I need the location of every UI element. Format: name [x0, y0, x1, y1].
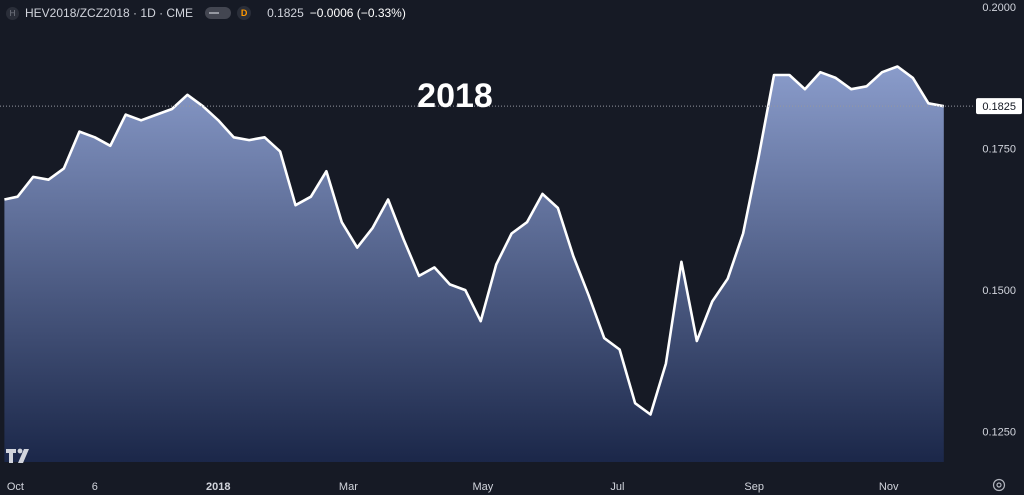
data-point: [526, 221, 528, 223]
x-tick-label: Oct: [7, 481, 24, 493]
x-tick-label: Sep: [744, 481, 764, 493]
data-point: [217, 119, 219, 121]
data-point: [788, 74, 790, 76]
data-point: [634, 402, 636, 404]
data-point: [773, 74, 775, 76]
data-point: [140, 119, 142, 121]
data-point: [619, 349, 621, 351]
data-point: [881, 71, 883, 73]
x-tick-label: Nov: [879, 481, 899, 493]
x-axis: Oct 6 2018 Mar May Jul Sep Nov: [7, 481, 899, 493]
data-point: [403, 238, 405, 240]
symbol-title[interactable]: HEV2018/ZCZ2018 · 1D · CME: [25, 6, 194, 20]
x-tick-label: Mar: [339, 481, 358, 493]
data-point: [819, 71, 821, 73]
y-axis[interactable]: 0.2000 0.1750 0.1500 0.1250 0.1825: [976, 2, 1022, 439]
data-point: [387, 199, 389, 201]
data-point: [248, 139, 250, 141]
data-point: [495, 264, 497, 266]
data-point: [943, 105, 945, 107]
y-tick-label: 0.1250: [982, 427, 1016, 439]
data-point: [125, 114, 127, 116]
data-point: [372, 227, 374, 229]
y-tick-label: 0.1750: [982, 144, 1016, 156]
data-point: [279, 150, 281, 152]
data-point: [63, 167, 65, 169]
data-point: [912, 77, 914, 79]
data-point: [464, 289, 466, 291]
data-point: [418, 275, 420, 277]
data-point: [264, 136, 266, 138]
price-area: [4, 66, 944, 462]
data-point: [310, 196, 312, 198]
data-point: [758, 156, 760, 158]
symbol-logo-icon: H: [6, 6, 19, 20]
data-point: [572, 255, 574, 257]
x-tick-label: 2018: [206, 481, 230, 493]
data-point: [742, 233, 744, 235]
data-point: [835, 77, 837, 79]
data-point: [94, 136, 96, 138]
data-point: [433, 266, 435, 268]
data-point: [665, 363, 667, 365]
last-price-tag-label: 0.1825: [982, 101, 1016, 113]
y-tick-label: 0.1500: [982, 285, 1016, 297]
y-tick-label: 0.2000: [982, 2, 1016, 14]
data-point: [325, 170, 327, 172]
data-point: [48, 179, 50, 181]
data-point: [356, 247, 358, 249]
data-point: [295, 204, 297, 206]
chart-title: 2018: [417, 77, 493, 115]
last-price: 0.1825: [267, 6, 304, 20]
data-point: [233, 136, 235, 138]
data-point: [603, 337, 605, 339]
last-price-tag: [976, 98, 1022, 115]
settings-gear-icon[interactable]: [992, 478, 1006, 492]
data-point: [449, 283, 451, 285]
data-point: [850, 88, 852, 90]
x-tick-label: May: [473, 481, 494, 493]
data-point: [557, 207, 559, 209]
data-point: [171, 108, 173, 110]
data-point: [650, 414, 652, 416]
data-point: [866, 85, 868, 87]
data-point: [511, 233, 513, 235]
data-point: [696, 340, 698, 342]
eye-toggle-icon[interactable]: [205, 7, 232, 19]
data-point: [17, 196, 19, 198]
data-point: [186, 94, 188, 96]
tradingview-logo-icon[interactable]: [6, 447, 34, 463]
data-point: [156, 114, 158, 116]
data-point: [927, 102, 929, 104]
data-point: [109, 145, 111, 147]
data-point: [680, 261, 682, 263]
data-point: [588, 295, 590, 297]
data-point: [480, 320, 482, 322]
data-point: [341, 221, 343, 223]
data-point: [78, 131, 80, 133]
data-point: [804, 88, 806, 90]
data-badge[interactable]: D: [237, 6, 252, 20]
x-tick-label: 6: [92, 481, 98, 493]
price-line: [4, 65, 945, 416]
data-point: [727, 278, 729, 280]
data-point: [32, 176, 34, 178]
data-point: [711, 300, 713, 302]
data-point: [897, 66, 899, 68]
data-point: [3, 199, 5, 201]
x-tick-label: Jul: [610, 481, 624, 493]
price-change: −0.0006 (−0.33%): [309, 6, 406, 20]
data-point: [542, 193, 544, 195]
chart-legend: H HEV2018/ZCZ2018 · 1D · CME D 0.1825 −0…: [6, 4, 406, 22]
data-point: [202, 105, 204, 107]
